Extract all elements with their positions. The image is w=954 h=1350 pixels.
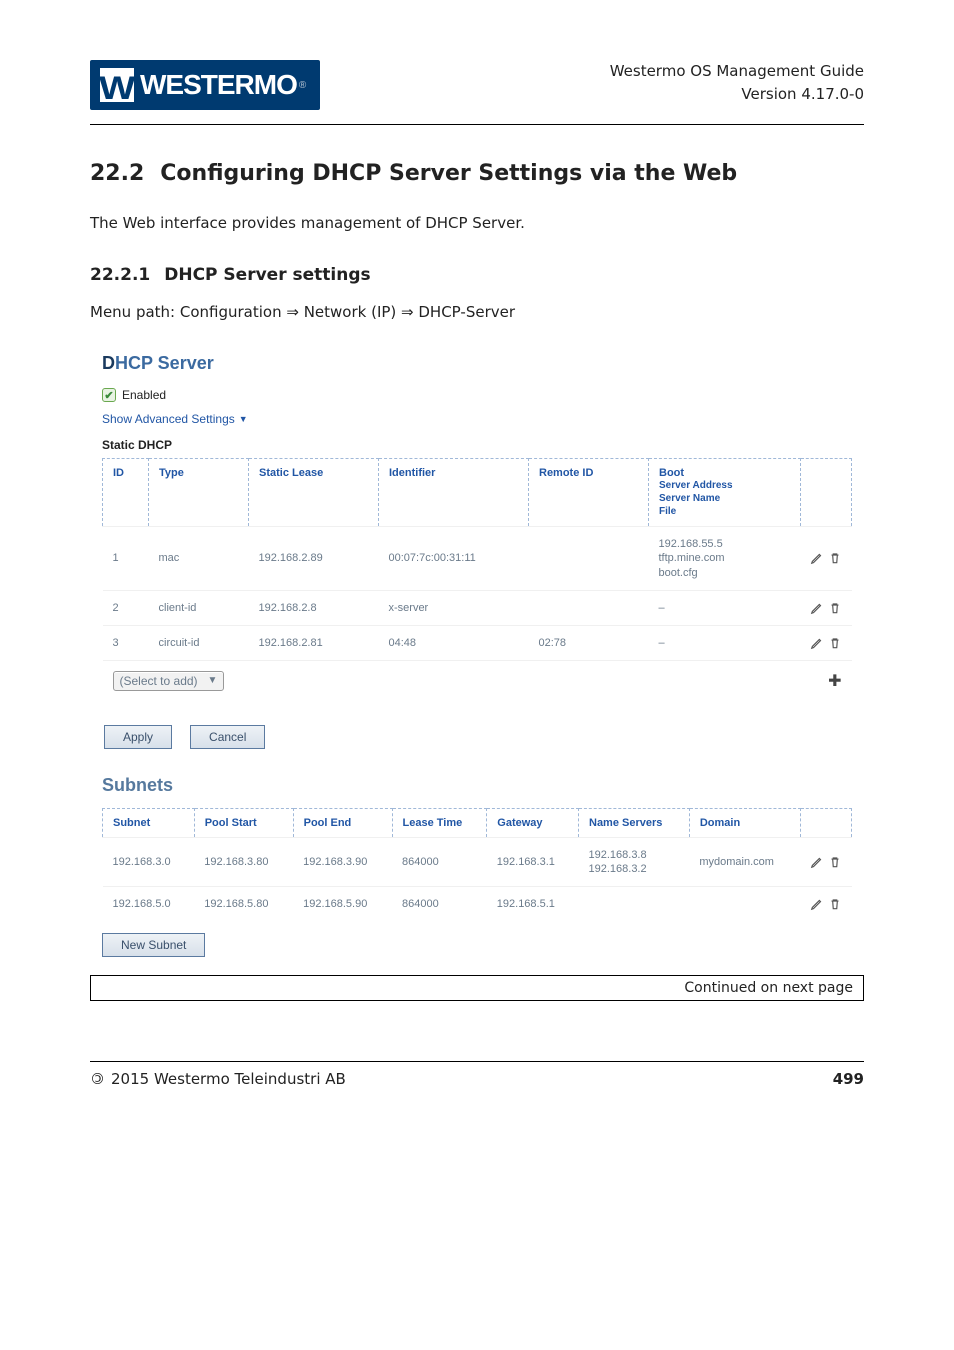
brand-logo: W WESTERMO® [90, 60, 320, 110]
col-remote: Remote ID [529, 459, 649, 527]
col-pool-start: Pool Start [194, 808, 293, 837]
cell-remote [529, 527, 649, 591]
header-divider [90, 124, 864, 125]
doc-version: Version 4.17.0-0 [610, 83, 864, 106]
section-title: Configuring DHCP Server Settings via the… [160, 161, 737, 186]
delete-icon[interactable] [828, 551, 842, 565]
subnets-table: Subnet Pool Start Pool End Lease Time Ga… [102, 808, 852, 922]
cell-gateway: 192.168.3.1 [487, 837, 579, 887]
cell-lease-time: 864000 [392, 837, 487, 887]
add-type-select[interactable]: (Select to add) ▼ [113, 671, 225, 691]
table-row: 2 client-id 192.168.2.8 x-server – [103, 590, 852, 625]
add-row-icon[interactable]: ✚ [828, 673, 841, 690]
delete-icon[interactable] [828, 601, 842, 615]
enabled-label: Enabled [122, 388, 166, 402]
col-boot: Boot Server Address Server Name File [649, 459, 801, 527]
col-id: ID [103, 459, 149, 527]
section-heading: 22.2 Configuring DHCP Server Settings via… [90, 161, 864, 186]
cell-subnet: 192.168.5.0 [103, 887, 195, 922]
col-type: Type [149, 459, 249, 527]
table-row: 1 mac 192.168.2.89 00:07:7c:00:31:11 192… [103, 527, 852, 591]
cell-name-servers [579, 887, 690, 922]
col-lease-time: Lease Time [392, 808, 487, 837]
cell-type: circuit-id [149, 625, 249, 660]
cell-remote [529, 590, 649, 625]
col-subnet: Subnet [103, 808, 195, 837]
new-subnet-button[interactable]: New Subnet [102, 933, 205, 957]
section-number: 22.2 [90, 161, 144, 186]
edit-icon[interactable] [810, 636, 824, 650]
cell-id: 1 [103, 527, 149, 591]
panel-title: DHCP Server [102, 353, 852, 374]
logo-w-mark: W [100, 68, 134, 102]
cell-lease: 192.168.2.8 [249, 590, 379, 625]
footer-copyright: ©2015 Westermo Teleindustri AB [90, 1070, 346, 1088]
page-number: 499 [833, 1070, 864, 1088]
cell-gateway: 192.168.5.1 [487, 887, 579, 922]
cell-domain [689, 887, 800, 922]
cell-pool-end: 192.168.5.90 [293, 887, 392, 922]
cell-identifier: x-server [379, 590, 529, 625]
enabled-checkbox[interactable]: ✔ [102, 388, 116, 402]
cell-lease: 192.168.2.89 [249, 527, 379, 591]
subnets-title: Subnets [102, 775, 852, 796]
subsection-title: DHCP Server settings [164, 265, 370, 285]
doc-title: Westermo OS Management Guide [610, 60, 864, 83]
cell-pool-start: 192.168.5.80 [194, 887, 293, 922]
cell-id: 2 [103, 590, 149, 625]
edit-icon[interactable] [810, 551, 824, 565]
apply-button[interactable]: Apply [104, 725, 172, 749]
show-advanced-link[interactable]: Show Advanced Settings ▼ [102, 412, 248, 426]
table-row: 192.168.5.0 192.168.5.80 192.168.5.90 86… [103, 887, 852, 922]
menu-path: Menu path: Configuration ⇒ Network (IP) … [90, 301, 864, 324]
cell-lease: 192.168.2.81 [249, 625, 379, 660]
section-intro: The Web interface provides management of… [90, 212, 864, 235]
logo-registered: ® [299, 80, 306, 91]
cell-type: mac [149, 527, 249, 591]
cell-boot: – [649, 590, 801, 625]
continued-note: Continued on next page [90, 975, 864, 1001]
edit-icon[interactable] [810, 897, 824, 911]
cell-domain: mydomain.com [689, 837, 800, 887]
col-name-servers: Name Servers [579, 808, 690, 837]
cell-identifier: 04:48 [379, 625, 529, 660]
cell-pool-end: 192.168.3.90 [293, 837, 392, 887]
edit-icon[interactable] [810, 601, 824, 615]
col-identifier: Identifier [379, 459, 529, 527]
cell-boot: 192.168.55.5 tftp.mine.com boot.cfg [649, 527, 801, 591]
chevron-down-icon: ▼ [208, 675, 218, 686]
delete-icon[interactable] [828, 636, 842, 650]
cell-remote: 02:78 [529, 625, 649, 660]
edit-icon[interactable] [810, 855, 824, 869]
col-gateway: Gateway [487, 808, 579, 837]
select-placeholder: (Select to add) [120, 674, 198, 688]
table-row: 192.168.3.0 192.168.3.80 192.168.3.90 86… [103, 837, 852, 887]
static-dhcp-label: Static DHCP [102, 438, 852, 452]
col-domain: Domain [689, 808, 800, 837]
cell-name-servers: 192.168.3.8 192.168.3.2 [579, 837, 690, 887]
static-dhcp-table: ID Type Static Lease Identifier Remote I… [102, 458, 852, 701]
cell-subnet: 192.168.3.0 [103, 837, 195, 887]
show-advanced-text: Show Advanced Settings [102, 412, 235, 426]
cell-pool-start: 192.168.3.80 [194, 837, 293, 887]
subsection-heading: 22.2.1 DHCP Server settings [90, 265, 864, 285]
table-row: 3 circuit-id 192.168.2.81 04:48 02:78 – [103, 625, 852, 660]
cancel-button[interactable]: Cancel [190, 725, 265, 749]
delete-icon[interactable] [828, 897, 842, 911]
cell-type: client-id [149, 590, 249, 625]
cell-boot: – [649, 625, 801, 660]
cell-identifier: 00:07:7c:00:31:11 [379, 527, 529, 591]
col-lease: Static Lease [249, 459, 379, 527]
delete-icon[interactable] [828, 855, 842, 869]
col-actions [800, 808, 851, 837]
chevron-down-icon: ▼ [239, 414, 248, 424]
cell-id: 3 [103, 625, 149, 660]
logo-text: WESTERMO [140, 69, 297, 101]
cell-lease-time: 864000 [392, 887, 487, 922]
col-pool-end: Pool End [293, 808, 392, 837]
col-actions [800, 459, 851, 527]
subsection-number: 22.2.1 [90, 265, 150, 285]
